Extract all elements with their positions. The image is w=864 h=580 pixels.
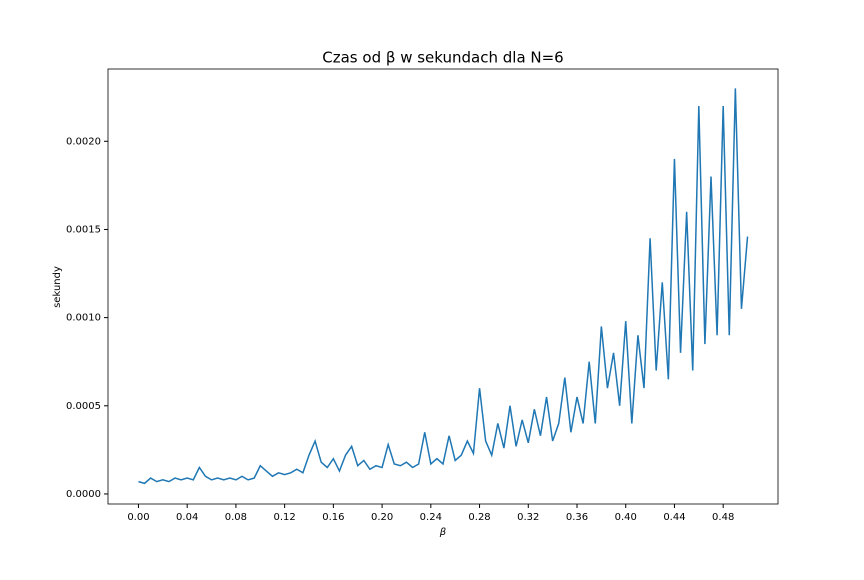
y-axis-label: sekundy	[52, 266, 63, 308]
data-line	[138, 88, 749, 485]
x-tick-label: 0.20	[371, 512, 393, 523]
plot-frame	[107, 68, 779, 505]
x-tick-label: 0.36	[566, 512, 588, 523]
chart-title: Czas od β w sekundach dla N=6	[322, 49, 563, 67]
x-tick-label: 0.48	[712, 512, 734, 523]
x-tick-label: 0.04	[176, 512, 198, 523]
y-tick-label: 0.0000	[66, 489, 101, 500]
x-tick-label: 0.32	[517, 512, 539, 523]
x-tick-label: 0.00	[127, 512, 149, 523]
y-tick-label: 0.0005	[66, 401, 101, 412]
x-axis-label: β	[439, 527, 447, 538]
y-tick-label: 0.0020	[66, 136, 101, 147]
x-tick-label: 0.12	[274, 512, 296, 523]
x-tick-label: 0.40	[615, 512, 637, 523]
x-tick-label: 0.24	[420, 512, 442, 523]
x-tick-label: 0.44	[663, 512, 685, 523]
x-tick-label: 0.08	[225, 512, 247, 523]
x-tick-label: 0.16	[322, 512, 344, 523]
y-tick-label: 0.0015	[66, 224, 101, 235]
y-tick-label: 0.0010	[66, 313, 101, 324]
x-tick-label: 0.28	[468, 512, 490, 523]
